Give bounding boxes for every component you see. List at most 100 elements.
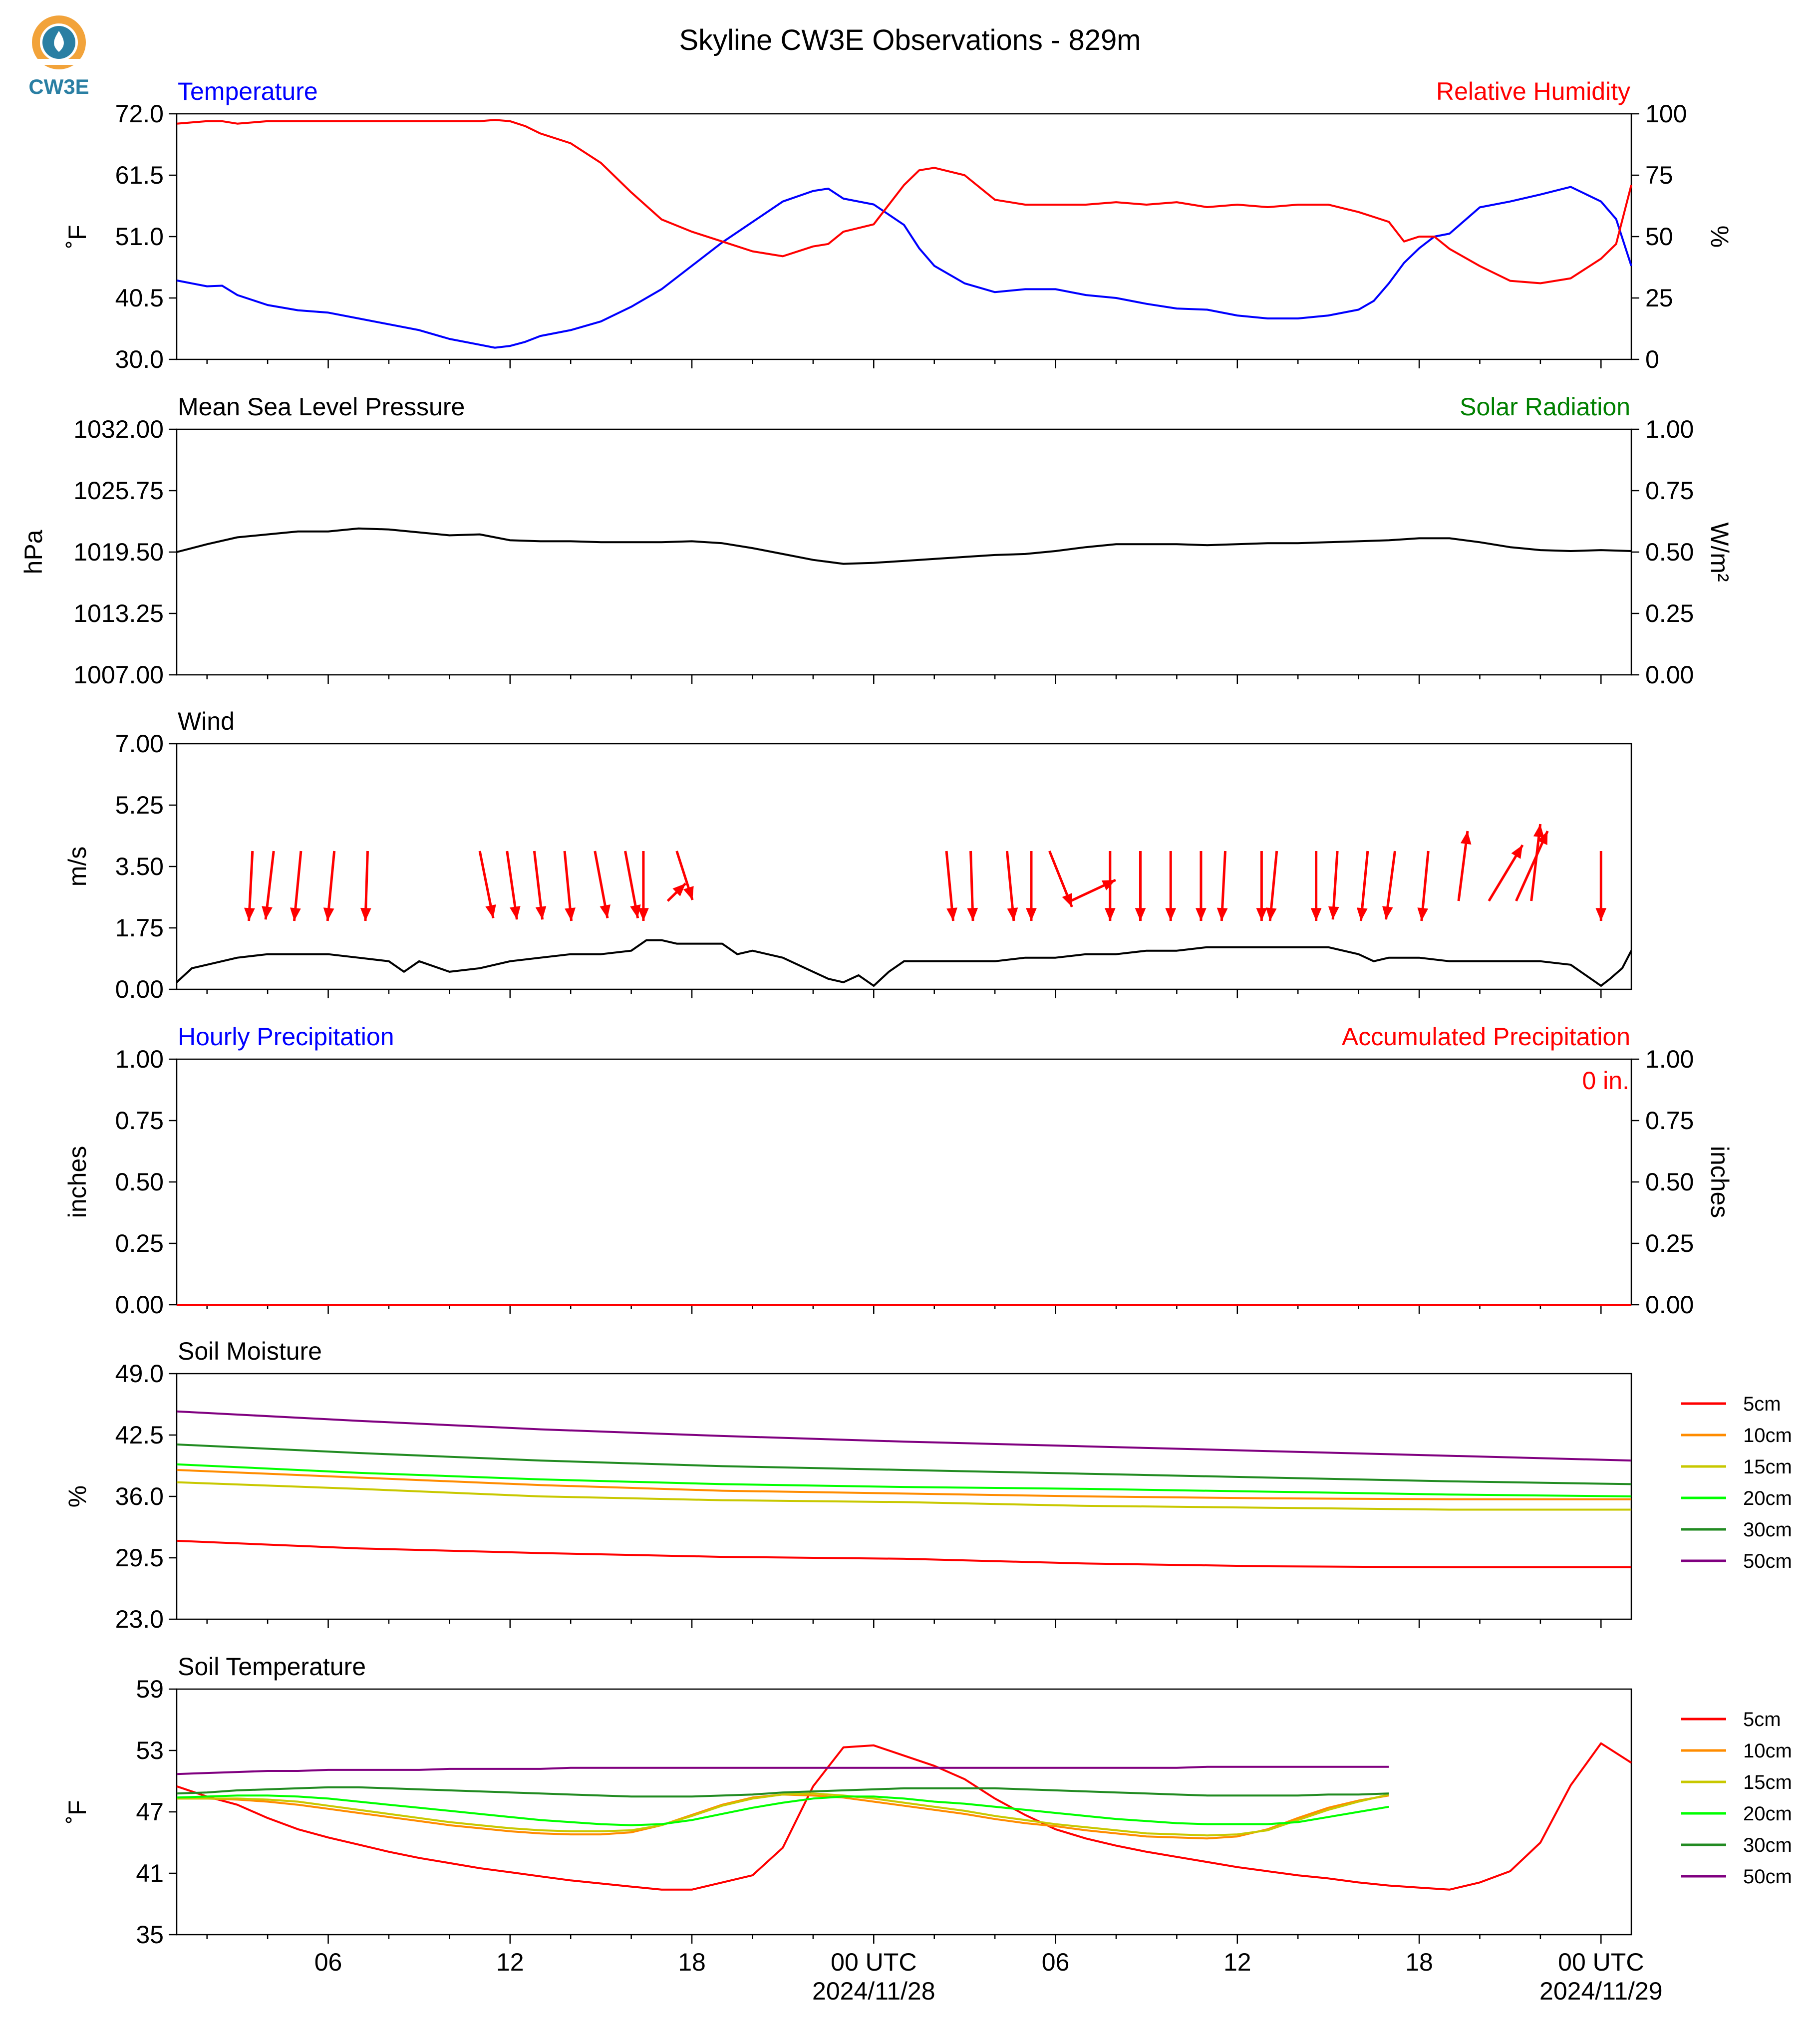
plot-frame [176, 1373, 1632, 1620]
wind-arrow-head [600, 904, 610, 918]
series-line-30cm [176, 1786, 1389, 1798]
panel-title-left: Soil Moisture [178, 1337, 322, 1365]
wind-arrow-head [1533, 824, 1544, 838]
ytick-label: 42.5 [115, 1421, 164, 1449]
ytick-label: 0.00 [115, 1291, 164, 1319]
wind-arrow-head [1511, 845, 1523, 859]
wind-arrow-head [510, 906, 521, 920]
legend-label: 15cm [1743, 1771, 1792, 1793]
wind-arrow-head [672, 883, 686, 896]
ylabel-left: inches [63, 1146, 91, 1218]
wind-arrow-head [1460, 831, 1472, 845]
panel-2: Mean Sea Level Pressure Solar Radiation 10… [19, 393, 1734, 689]
ytick-label: 1007.00 [73, 661, 164, 689]
ytick-label: 0.75 [115, 1107, 164, 1135]
panel-title-left: Soil Temperature [178, 1653, 366, 1681]
wind-arrow-head [485, 904, 496, 918]
plot-frame [176, 113, 1632, 360]
wind-arrow-head [360, 907, 371, 921]
ytick-label-right: 0.75 [1645, 477, 1694, 505]
ylabel-left: ˚F [63, 225, 91, 248]
ytick-label: 51.0 [115, 223, 164, 251]
wind-arrow-head [1265, 907, 1277, 921]
ytick-label: 1013.25 [73, 599, 164, 627]
ytick-label: 0.50 [115, 1168, 164, 1196]
panel-title-left: Temperature [178, 77, 318, 105]
ytick-label: 53 [136, 1737, 164, 1764]
wind-arrow-head [630, 904, 641, 918]
legend-label: 20cm [1743, 1487, 1792, 1509]
ytick-label-right: 1.00 [1645, 415, 1694, 443]
ylabel-left: hPa [19, 530, 47, 574]
ylabel-right: W/m² [1706, 522, 1734, 581]
ytick-label: 1.75 [115, 914, 164, 942]
panel-3: Wind 0.00 1.75 3.50 5.25 7.00 m/s [63, 707, 1632, 1003]
series-line-temperature [176, 186, 1632, 349]
ytick-label-right: 0 [1645, 345, 1659, 373]
ytick-label-right: 100 [1645, 100, 1687, 128]
panel-title-left: Wind [178, 707, 235, 735]
series-line-20cm [176, 1463, 1632, 1497]
chart-panels: Temperature Relative Humidity 30.0 40.5 51.0… [19, 77, 1792, 2005]
ytick-label: 41 [136, 1859, 164, 1887]
wind-arrow-head [1104, 908, 1116, 921]
ytick-label: 1.00 [115, 1045, 164, 1073]
wind-arrow-head [1537, 831, 1548, 845]
wind-arrow-head [565, 907, 576, 921]
series-line-50cm [176, 1410, 1632, 1462]
ytick-label-right: 0.50 [1645, 538, 1694, 566]
ytick-label: 7.00 [115, 730, 164, 758]
ytick-label-right: 0.00 [1645, 661, 1694, 689]
ytick-label-right: 0.75 [1645, 1107, 1694, 1135]
panel-title-right: Solar Radiation [1460, 393, 1630, 421]
ytick-label-right: 1.00 [1645, 1045, 1694, 1073]
ytick-label-right: 50 [1645, 223, 1673, 251]
xtick-label: 00 UTC [1558, 1948, 1644, 1976]
ylabel-right: inches [1706, 1146, 1734, 1218]
wind-arrow-head [1026, 908, 1037, 921]
legend-label: 10cm [1743, 1740, 1792, 1762]
wind-arrow-head [1216, 907, 1228, 921]
accumulated-precip-value: 0 in. [1582, 1067, 1629, 1095]
ytick-label: 1025.75 [73, 477, 164, 505]
legend-label: 30cm [1743, 1834, 1792, 1856]
series-line-20cm [176, 1794, 1389, 1826]
panel-title-right: Relative Humidity [1436, 77, 1630, 105]
xtick-date-label: 2024/11/28 [812, 1977, 935, 2005]
wind-arrow-head [535, 906, 547, 920]
wind-arrow-head [967, 907, 978, 921]
xtick-label: 12 [496, 1948, 524, 1976]
ytick-label: 35 [136, 1921, 164, 1949]
panel-4: Hourly Precipitation Accumulated Precipit… [63, 1023, 1734, 1319]
plot-frame [176, 428, 1632, 676]
plot-frame [176, 1058, 1632, 1306]
wind-arrow-head [1256, 908, 1267, 921]
wind-arrow-head [1196, 908, 1207, 921]
legend-label: 50cm [1743, 1866, 1792, 1888]
ytick-label: 72.0 [115, 100, 164, 128]
wind-arrow-head [1062, 893, 1072, 907]
panel-title-left: Mean Sea Level Pressure [178, 393, 465, 421]
legend-label: 30cm [1743, 1519, 1792, 1541]
wind-arrow-head [1101, 880, 1116, 890]
ytick-label-right: 0.50 [1645, 1168, 1694, 1196]
ytick-label-right: 0.00 [1645, 1291, 1694, 1319]
legend-label: 20cm [1743, 1803, 1792, 1825]
series-line-15cm [177, 1792, 1389, 1837]
ylabel-right: % [1706, 226, 1734, 248]
series-line-5cm [176, 1742, 1632, 1891]
wind-arrow-shaft [1530, 824, 1542, 901]
legend-label: 15cm [1743, 1456, 1792, 1478]
xtick-label: 18 [1405, 1948, 1433, 1976]
figure-title: Skyline CW3E Observations - 829m [679, 24, 1141, 56]
xtick-label: 06 [314, 1948, 342, 1976]
ytick-label: 47 [136, 1798, 164, 1826]
logo-ring-icon [32, 15, 86, 69]
panel-6: Soil Temperature 35 41 47 53 59 ˚F 06 12 18 00 UTC… [63, 1653, 1792, 2005]
wind-arrow-head [946, 907, 957, 921]
ytick-label: 29.5 [115, 1544, 164, 1572]
wind-arrow-head [1310, 908, 1322, 921]
plot-frame [176, 743, 1632, 990]
plot-frame [176, 1688, 1632, 1936]
ytick-label: 5.25 [115, 791, 164, 819]
